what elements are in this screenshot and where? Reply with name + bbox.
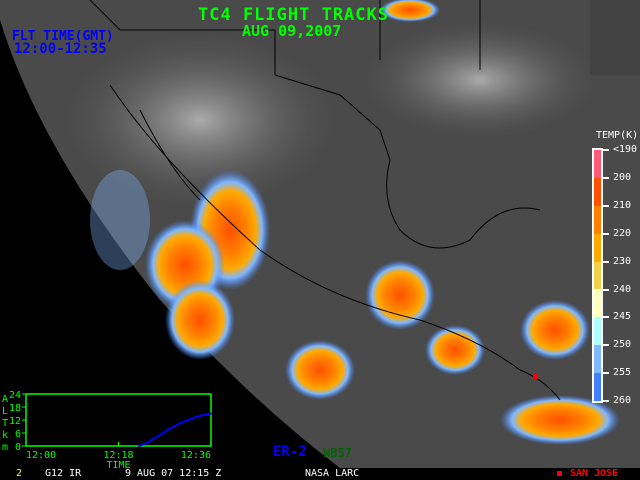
colorbar-tick xyxy=(603,204,609,207)
frame-number: 2 xyxy=(16,468,23,479)
colorbar-segment xyxy=(594,261,601,290)
altitude-point xyxy=(210,412,212,415)
x-tick-label: 12:36 xyxy=(181,450,211,461)
colorbar-tick xyxy=(603,372,609,375)
y-tick-label: 6 xyxy=(15,429,21,440)
image-datetime: 9 AUG 07 12:15 Z xyxy=(125,468,222,479)
y-axis-label-letter: A xyxy=(2,394,8,405)
colorbar-label: 210 xyxy=(613,199,632,211)
altitude-point xyxy=(168,427,171,430)
y-tick-label: 12 xyxy=(9,416,21,427)
colorbar-segment xyxy=(594,317,601,346)
credit: NASA LARC xyxy=(305,468,360,479)
altitude-point xyxy=(199,414,202,417)
y-axis-label-letter: L xyxy=(2,406,8,417)
y-axis-label-letter: m xyxy=(2,442,8,453)
colorbar-tick xyxy=(603,400,609,403)
colorbar-segment xyxy=(594,233,601,262)
x-axis-label: TIME xyxy=(106,460,130,468)
san-jose-marker-icon xyxy=(557,471,562,476)
colorbar-tick xyxy=(603,344,609,347)
legend-title: TEMP(K) xyxy=(596,130,639,141)
colorbar-label: 230 xyxy=(613,255,632,267)
colorbar-tick xyxy=(603,260,609,263)
plot-frame xyxy=(25,393,212,447)
colorbar-label: <190 xyxy=(613,144,638,155)
colorbar-tick xyxy=(603,176,609,179)
aircraft-position-marker xyxy=(533,374,538,379)
y-tick-label: 0 xyxy=(15,442,21,453)
colorbar-label: 260 xyxy=(613,395,632,407)
colorbar-segment xyxy=(594,373,601,401)
temperature-colorbar xyxy=(592,148,603,403)
colorbar-segment xyxy=(594,289,601,318)
colorbar-segment xyxy=(594,150,601,178)
san-jose-label: SAN JOSE xyxy=(570,468,619,479)
altitude-point xyxy=(158,434,161,437)
map-date: AUG 09,2007 xyxy=(242,22,342,40)
flight-time-label: FLT TIME(GMT) xyxy=(12,29,114,44)
colorbar-tick xyxy=(603,288,609,291)
satellite-channel: G12 IR xyxy=(45,468,82,479)
colorbar-label: 255 xyxy=(613,367,632,379)
colorbar-label: 245 xyxy=(613,311,632,323)
status-bar xyxy=(0,468,640,480)
x-tick-label: 12:18 xyxy=(103,450,133,461)
colorbar-segment xyxy=(594,205,601,234)
colorbar-label: 250 xyxy=(613,339,632,351)
altitude-series-line xyxy=(138,412,212,447)
colorbar-tick xyxy=(603,316,609,319)
altitude-point xyxy=(148,440,151,443)
aircraft-label-wb57: WB57 xyxy=(323,446,352,460)
y-axis-label-letter: k xyxy=(2,430,8,441)
colorbar-label: 240 xyxy=(613,283,632,295)
flight-time-range: 12:00-12:35 xyxy=(14,41,107,57)
colorbar-tick xyxy=(603,149,609,151)
altitude-point xyxy=(179,422,182,425)
map-title: TC4 FLIGHT TRACKS xyxy=(198,5,389,25)
colorbar-label: 200 xyxy=(613,171,632,183)
colorbar-label: 220 xyxy=(613,227,632,239)
y-tick-label: 18 xyxy=(9,403,21,414)
colorbar-segment xyxy=(594,345,601,373)
altitude-point xyxy=(138,445,141,447)
altitude-point xyxy=(189,417,192,420)
x-tick-label: 12:00 xyxy=(26,450,56,461)
y-tick-label: 24 xyxy=(9,390,21,401)
colorbar-tick xyxy=(603,232,609,235)
y-axis-label-letter: T xyxy=(2,418,8,429)
colorbar-segment xyxy=(594,177,601,206)
aircraft-label-er2: ER-2 xyxy=(273,444,307,460)
